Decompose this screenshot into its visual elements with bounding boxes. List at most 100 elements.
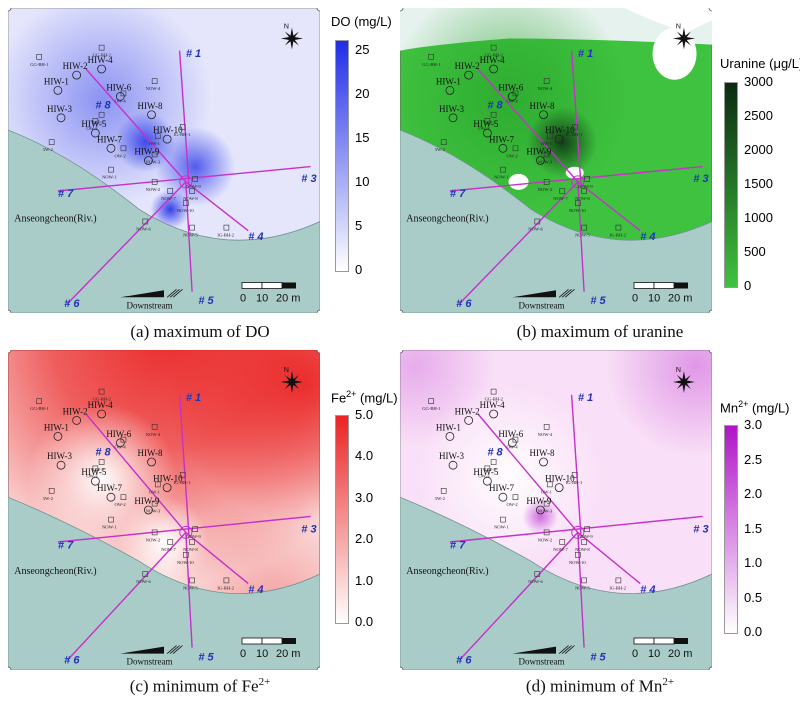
well-label: GG-BH-1 bbox=[30, 406, 49, 411]
legend-tick: 2.5 bbox=[744, 451, 763, 467]
legend-tick: 25 bbox=[355, 42, 370, 57]
scale-label: 10 bbox=[648, 648, 660, 660]
monitoring-well-marker bbox=[120, 145, 127, 152]
well-label: OW-4 bbox=[506, 445, 518, 450]
monitoring-well-marker bbox=[189, 224, 195, 231]
transect-label: # 4 bbox=[248, 231, 263, 243]
well-label: NOW-8 bbox=[575, 547, 590, 552]
monitoring-well-marker bbox=[581, 188, 587, 194]
well-label: NOW-4 bbox=[146, 86, 161, 91]
transect-label: # 3 bbox=[693, 523, 708, 535]
monitoring-well-marker bbox=[98, 111, 105, 118]
transect-line bbox=[57, 165, 311, 192]
well-marker bbox=[535, 156, 545, 165]
well-label: HIW-3 bbox=[47, 104, 72, 114]
map-canvas: # 1 # 3 # 4 # 5 # 6 # 7 # 8 HIW-1 HIW-2 HIW-3 HIW-… bbox=[400, 8, 712, 313]
well-label: HIW-5 bbox=[81, 467, 106, 477]
legend-tick: 5.0 bbox=[355, 407, 374, 422]
monitoring-well-marker bbox=[151, 151, 158, 158]
monitoring-well-marker bbox=[559, 188, 566, 194]
legend-tick: 1.0 bbox=[744, 555, 763, 570]
well-marker bbox=[162, 134, 172, 144]
monitoring-well-marker bbox=[500, 166, 506, 173]
well-label: HIW-7 bbox=[489, 483, 514, 493]
transect-label: # 1 bbox=[186, 392, 201, 404]
well-label: HIW-7 bbox=[97, 134, 122, 144]
legend-colorbar bbox=[335, 415, 349, 624]
well-label: OW-2 bbox=[506, 502, 518, 507]
well-marker bbox=[90, 128, 100, 138]
well-marker bbox=[448, 113, 458, 123]
monitoring-well-marker bbox=[36, 53, 43, 60]
monitoring-well-marker bbox=[120, 90, 127, 97]
well-label: HIW-2 bbox=[455, 61, 480, 71]
legend-tick: 500 bbox=[744, 244, 766, 259]
downstream-arrow-icon bbox=[512, 646, 556, 654]
well-label: HIW-10 bbox=[153, 125, 183, 135]
well-label: HIW-3 bbox=[439, 451, 464, 461]
well-label: NOW-6 bbox=[136, 227, 151, 232]
legend-tick: 0 bbox=[355, 262, 363, 277]
well-marker bbox=[115, 92, 125, 101]
monitoring-well-marker bbox=[512, 436, 519, 443]
transect-line bbox=[66, 531, 187, 661]
north-arrow-icon: N bbox=[280, 367, 303, 393]
monitoring-well-marker bbox=[440, 488, 447, 494]
well-label: HIW-4 bbox=[88, 400, 113, 410]
transect-label: # 7 bbox=[58, 539, 74, 551]
transect-line bbox=[178, 394, 190, 536]
legend-title: Uranine (μg/L) bbox=[720, 56, 800, 71]
monitoring-well-marker bbox=[615, 224, 622, 231]
well-marker bbox=[72, 70, 82, 80]
well-label: OW-3 bbox=[86, 473, 98, 478]
well-marker bbox=[143, 505, 153, 515]
well-label: IG-BH-1 bbox=[174, 132, 191, 137]
transect-line bbox=[66, 181, 187, 305]
well-marker bbox=[115, 438, 125, 448]
monitoring-well-marker bbox=[108, 166, 114, 173]
downstream-label: Downstream bbox=[127, 657, 173, 667]
well-label: HIW-6 bbox=[498, 429, 523, 439]
well-label: NOW-10 bbox=[177, 208, 195, 213]
well-label: GG-BH-1 bbox=[422, 406, 441, 411]
well-label: NOW-2 bbox=[538, 537, 553, 542]
legend-colorbar bbox=[724, 425, 738, 634]
legend-tick: 1.5 bbox=[744, 520, 763, 536]
well-marker bbox=[464, 416, 474, 425]
monitoring-well-marker bbox=[151, 179, 158, 185]
scale-label: 10 bbox=[256, 648, 268, 660]
well-label: OW-1 bbox=[541, 141, 553, 146]
map-panel-a: # 1 # 3 # 4 # 5 # 6 # 7 # 8 HIW-1 HIW-2 HIW-3 HIW-… bbox=[8, 8, 320, 313]
well-label: NOW-2 bbox=[146, 187, 161, 192]
monitoring-well-marker bbox=[428, 53, 435, 60]
well-marker bbox=[482, 128, 492, 138]
well-marker bbox=[535, 505, 545, 515]
well-label: OW-1 bbox=[541, 489, 553, 494]
well-marker bbox=[507, 438, 517, 448]
well-marker bbox=[448, 460, 458, 470]
well-label: 3W-2 bbox=[43, 147, 54, 152]
well-label: GG-BH-1 bbox=[422, 62, 441, 67]
legend-tick: 2000 bbox=[744, 142, 773, 157]
svg-text:N: N bbox=[676, 24, 681, 31]
map-panel-c: # 1 # 3 # 4 # 5 # 6 # 7 # 8 HIW-1 HIW-2 HIW-3 HIW-… bbox=[8, 350, 320, 670]
monitoring-well-marker bbox=[48, 139, 55, 145]
transect-line bbox=[570, 394, 582, 536]
well-label: NOW-7 bbox=[553, 196, 568, 201]
low-zone bbox=[624, 8, 712, 33]
well-label: HIW-2 bbox=[63, 61, 88, 71]
well-label: 3W-2 bbox=[435, 496, 446, 501]
monitoring-well-marker bbox=[581, 539, 587, 545]
low-zone bbox=[652, 27, 697, 80]
scale-label: 10 bbox=[648, 293, 660, 305]
downstream-arrow-icon bbox=[120, 646, 164, 654]
monitoring-well-marker bbox=[575, 200, 581, 206]
well-label: HIW-8 bbox=[530, 101, 555, 111]
well-label: HIW-3 bbox=[47, 451, 72, 461]
well-label: 3W-2 bbox=[435, 147, 446, 152]
transect-label: # 3 bbox=[301, 523, 316, 535]
well-label: NOW-1 bbox=[494, 175, 509, 180]
monitoring-well-marker bbox=[189, 188, 195, 194]
transect-label: # 8 bbox=[487, 447, 503, 459]
well-label: GG-BH-2 bbox=[93, 53, 112, 58]
